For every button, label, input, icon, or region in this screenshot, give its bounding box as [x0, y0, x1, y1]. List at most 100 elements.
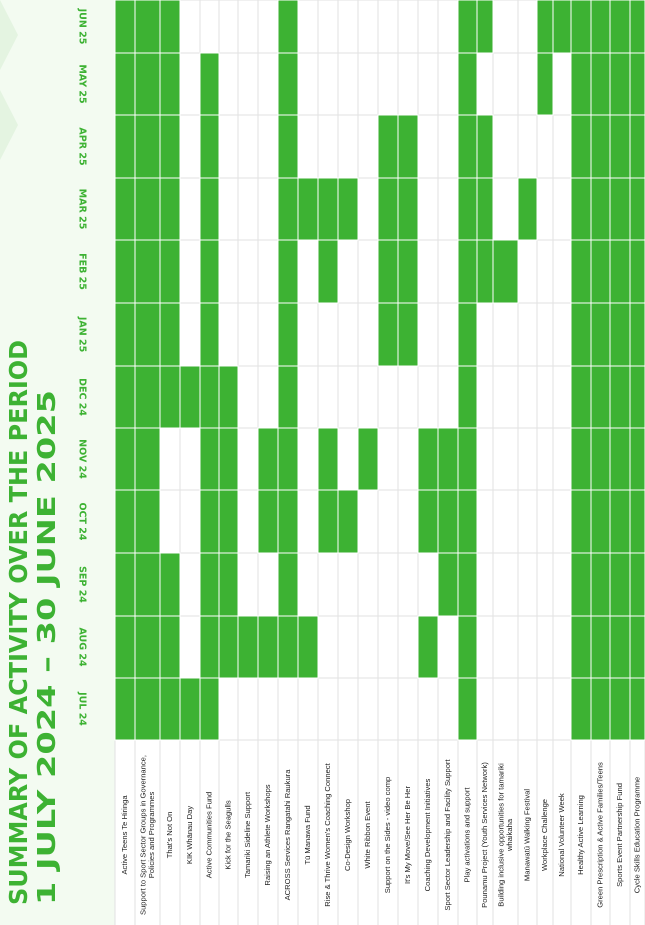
- activity-cell: [277, 114, 299, 179]
- activity-cell: [629, 0, 645, 54]
- activity-cell: [377, 114, 399, 179]
- activity-cell: [536, 0, 554, 54]
- activity-cell: [590, 489, 611, 554]
- activity-cell: [590, 239, 611, 304]
- activity-cell: [277, 365, 299, 429]
- activity-cell: [114, 177, 136, 241]
- activity-cell: [417, 615, 439, 679]
- activity-cell: [159, 0, 181, 54]
- activity-cell: [218, 552, 239, 617]
- chart-title: SUMMARY OF ACTIVITY OVER THE PERIOD: [4, 340, 33, 905]
- activity-cell: [114, 302, 136, 367]
- activity-cell: [199, 489, 220, 554]
- task-label: Active Communities Fund: [205, 792, 214, 879]
- activity-cell: [570, 615, 592, 679]
- activity-cell: [114, 552, 136, 617]
- task-label: Healthy Active Learning: [576, 795, 585, 875]
- task-label: Green Prescription & Active Families/Tee…: [596, 762, 605, 908]
- activity-cell: [114, 52, 136, 116]
- activity-cell: [277, 177, 299, 241]
- month-label: MAR 25: [77, 189, 88, 230]
- activity-cell: [476, 239, 494, 304]
- activity-cell: [114, 615, 136, 679]
- task-label: Building inclusive opportunities for tam…: [496, 763, 505, 907]
- activity-cell: [317, 239, 339, 304]
- activity-cell: [609, 177, 631, 241]
- activity-cell: [397, 177, 419, 241]
- activity-cell: [590, 0, 611, 54]
- activity-cell: [199, 365, 220, 429]
- activity-cell: [257, 615, 279, 679]
- activity-cell: [134, 615, 161, 679]
- activity-cell: [199, 239, 220, 304]
- activity-cell: [457, 177, 478, 241]
- activity-cell: [629, 427, 645, 491]
- activity-cell: [277, 427, 299, 491]
- activity-cell: [590, 427, 611, 491]
- activity-cell: [134, 114, 161, 179]
- activity-cell: [570, 302, 592, 367]
- activity-cell: [199, 677, 220, 741]
- activity-cell: [317, 427, 339, 491]
- task-label: Support to Sport Sector Groups in Govern…: [138, 755, 147, 915]
- activity-cell: [570, 677, 592, 741]
- activity-cell: [570, 239, 592, 304]
- activity-cell: [159, 239, 181, 304]
- activity-cell: [609, 489, 631, 554]
- task-label: Pounamu Project (Youth Services Network): [480, 762, 489, 908]
- activity-cell: [134, 365, 161, 429]
- activity-cell: [199, 52, 220, 116]
- activity-cell: [114, 677, 136, 741]
- activity-cell: [609, 427, 631, 491]
- grid: JUL 24 AUG 24 SEP 24 OCT 24 NOV 24 DEC 24 JAN …: [77, 0, 645, 925]
- activity-cell: [337, 177, 359, 241]
- activity-cell: [570, 552, 592, 617]
- task-label: Play activations and support: [463, 787, 472, 883]
- activity-cell: [570, 114, 592, 179]
- activity-cell: [337, 489, 359, 554]
- task-label: That's Not On: [165, 812, 174, 859]
- activity-cell: [159, 52, 181, 116]
- month-label: DEC 24: [77, 378, 88, 416]
- month-label: MAY 25: [77, 64, 88, 103]
- task-label: Raising an Athlete Workshops: [263, 784, 272, 885]
- activity-cell: [237, 615, 259, 679]
- activity-cell: [317, 177, 339, 241]
- activity-cell: [437, 427, 459, 491]
- activity-cell: [629, 52, 645, 116]
- activity-cell: [134, 302, 161, 367]
- task-label: Coaching Development Initiatives: [423, 778, 432, 891]
- activity-cell: [199, 427, 220, 491]
- activity-cell: [457, 0, 478, 54]
- activity-cell: [590, 365, 611, 429]
- activity-cell: [590, 302, 611, 367]
- activity-cell: [609, 552, 631, 617]
- activity-cell: [590, 114, 611, 179]
- activity-cell: [297, 615, 319, 679]
- task-label: White Ribbon Event: [363, 801, 372, 869]
- activity-cell: [552, 0, 572, 54]
- activity-cell: [199, 615, 220, 679]
- task-label: Tū Manawa Fund: [303, 805, 312, 864]
- task-label: Workplace Challenge: [540, 799, 549, 871]
- month-label: NOV 24: [77, 439, 88, 479]
- month-label: FEB 25: [77, 253, 88, 290]
- activity-cell: [570, 489, 592, 554]
- task-label: Policies and Programmes: [147, 792, 156, 879]
- activity-cell: [134, 489, 161, 554]
- activity-cell: [629, 677, 645, 741]
- activity-cell: [114, 427, 136, 491]
- activity-cell: [629, 365, 645, 429]
- task-label: Tamariki Sideline Support: [243, 791, 252, 878]
- activity-cell: [492, 239, 519, 304]
- activity-cell: [159, 114, 181, 179]
- task-label: Co-Design Workshop: [343, 799, 352, 871]
- activity-cell: [159, 552, 181, 617]
- activity-cell: [457, 427, 478, 491]
- task-label: Active Teens Te Hiringa: [120, 795, 129, 875]
- activity-cell: [199, 302, 220, 367]
- activity-cell: [114, 239, 136, 304]
- task-label: Cycle Skills Education Programme: [633, 777, 642, 893]
- activity-cell: [134, 0, 161, 54]
- activity-cell: [629, 239, 645, 304]
